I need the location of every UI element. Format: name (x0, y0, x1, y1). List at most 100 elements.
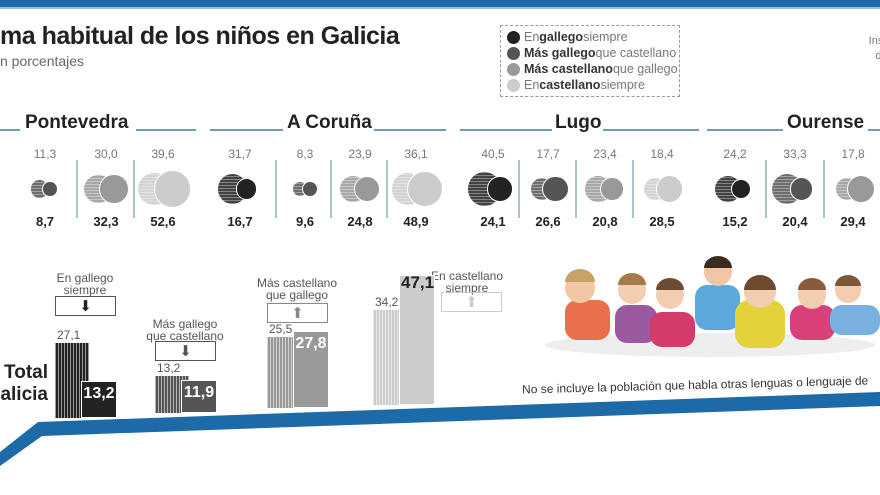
value-children: 24,1 (480, 214, 506, 229)
bubble-children (789, 177, 814, 201)
value-before: 17,7 (536, 147, 560, 161)
value-before: 30,0 (94, 147, 118, 161)
bubble-children (730, 178, 752, 200)
column-separator (275, 160, 277, 218)
value-children: 24,8 (347, 214, 373, 229)
group-label-line: En castellano (430, 269, 504, 283)
legend-swatch-icon (507, 78, 520, 92)
province-rule (210, 129, 283, 131)
value-before: 31,7 (228, 147, 252, 161)
province-rule (707, 129, 783, 131)
group-label-line: que castellano (146, 329, 224, 343)
bubble-children (42, 181, 58, 197)
total-line: alicia (0, 384, 48, 405)
value-children: 29,4 (840, 214, 866, 229)
legend-item: En castellano siempre (507, 77, 673, 93)
value-before: 23,4 (593, 147, 617, 161)
bar-before-label: 27,1 (57, 327, 81, 342)
arrow-down-icon: ⬇ (79, 297, 92, 315)
column-separator (133, 160, 135, 218)
source-line: de E (875, 50, 880, 62)
bar-children: 27,8 (293, 330, 329, 408)
legend-strong: Más castellano (524, 62, 613, 76)
province-rule (603, 129, 699, 131)
column-separator (518, 160, 520, 218)
column-separator (76, 160, 78, 218)
column-separator (330, 160, 332, 218)
province-rule (0, 129, 20, 131)
province-rule (868, 129, 880, 131)
bar-children: 13,2 (81, 381, 117, 418)
group-label: En gallego siempre (57, 272, 114, 296)
group-label: En castellano siempre (431, 270, 503, 294)
group-label-line: Más castellano (256, 276, 338, 290)
bubble-children (846, 174, 875, 204)
group-label-line: que gallego (265, 288, 329, 302)
bubble-children (354, 176, 381, 202)
arrow-up-icon: ⬆ (465, 293, 478, 311)
source: Institu de E (838, 34, 880, 64)
value-children: 20,4 (782, 214, 808, 229)
arrow-down-icon: ⬇ (179, 342, 192, 360)
value-children: 15,2 (722, 214, 748, 229)
bubble-children (541, 175, 569, 203)
value-before: 18,4 (650, 147, 674, 161)
arrow-up-icon: ⬆ (291, 304, 304, 322)
children-photo-figures (545, 256, 880, 357)
legend-rest: siempre (583, 30, 628, 44)
blue-band-shape (0, 392, 880, 466)
bar-children: 11,9 (181, 380, 217, 413)
value-before: 24,2 (723, 147, 747, 161)
bubble-children (99, 174, 129, 204)
bar-before (55, 342, 89, 418)
value-before: 33,3 (783, 147, 807, 161)
group-label-line: siempre (63, 283, 107, 297)
legend: En gallego siempre Más gallego que castel… (500, 25, 680, 97)
value-children: 52,6 (150, 214, 176, 229)
value-before: 17,8 (841, 147, 865, 161)
column-separator (575, 160, 577, 218)
group-label: Más castellano que gallego (257, 277, 337, 301)
column-separator (765, 160, 767, 218)
legend-strong: castellano (539, 78, 601, 92)
chart-subtitle: n porcentajes (0, 53, 85, 69)
legend-item: Más gallego que castellano (507, 45, 676, 61)
province-name: A Coruña (287, 112, 372, 133)
chart-title: ma habitual de los niños en Galicia (0, 22, 400, 50)
legend-strong: Más gallego (524, 46, 596, 60)
bubble-children (599, 177, 624, 201)
value-children: 28,5 (649, 214, 675, 229)
legend-swatch-icon (507, 30, 520, 44)
arrow-box: ⬆ (441, 292, 502, 312)
legend-prefix: En (524, 30, 540, 44)
total-label: Total alicia (0, 362, 48, 406)
total-line: Total (4, 362, 48, 383)
legend-item: En gallego siempre (507, 29, 673, 45)
children-photo (545, 256, 880, 357)
value-children: 20,8 (592, 214, 618, 229)
legend-rest: que castellano (595, 46, 677, 60)
bubble-children (655, 175, 684, 203)
bar-children-label: 47,1 (401, 272, 435, 292)
value-before: 40,5 (481, 147, 505, 161)
bubble-children (487, 176, 513, 202)
arrow-box: ⬆ (267, 303, 328, 323)
group-label-line: siempre (445, 281, 489, 295)
column-separator (823, 160, 825, 218)
value-children: 8,7 (35, 214, 55, 229)
value-children: 48,9 (403, 214, 429, 229)
bar-children-label: 27,8 (295, 334, 327, 352)
province-name: Lugo (555, 112, 602, 133)
legend-rest: que gallego (612, 62, 678, 76)
value-children: 16,7 (227, 214, 253, 229)
value-children: 32,3 (93, 214, 119, 229)
column-separator (386, 160, 388, 218)
value-before: 8,3 (296, 147, 314, 161)
value-before: 39,6 (151, 147, 175, 161)
legend-swatch-icon (507, 46, 520, 60)
value-before: 11,3 (33, 147, 57, 161)
bar-before-label: 25,5 (269, 322, 293, 337)
source-line: Institu (868, 35, 880, 47)
bubble-children (153, 170, 192, 208)
